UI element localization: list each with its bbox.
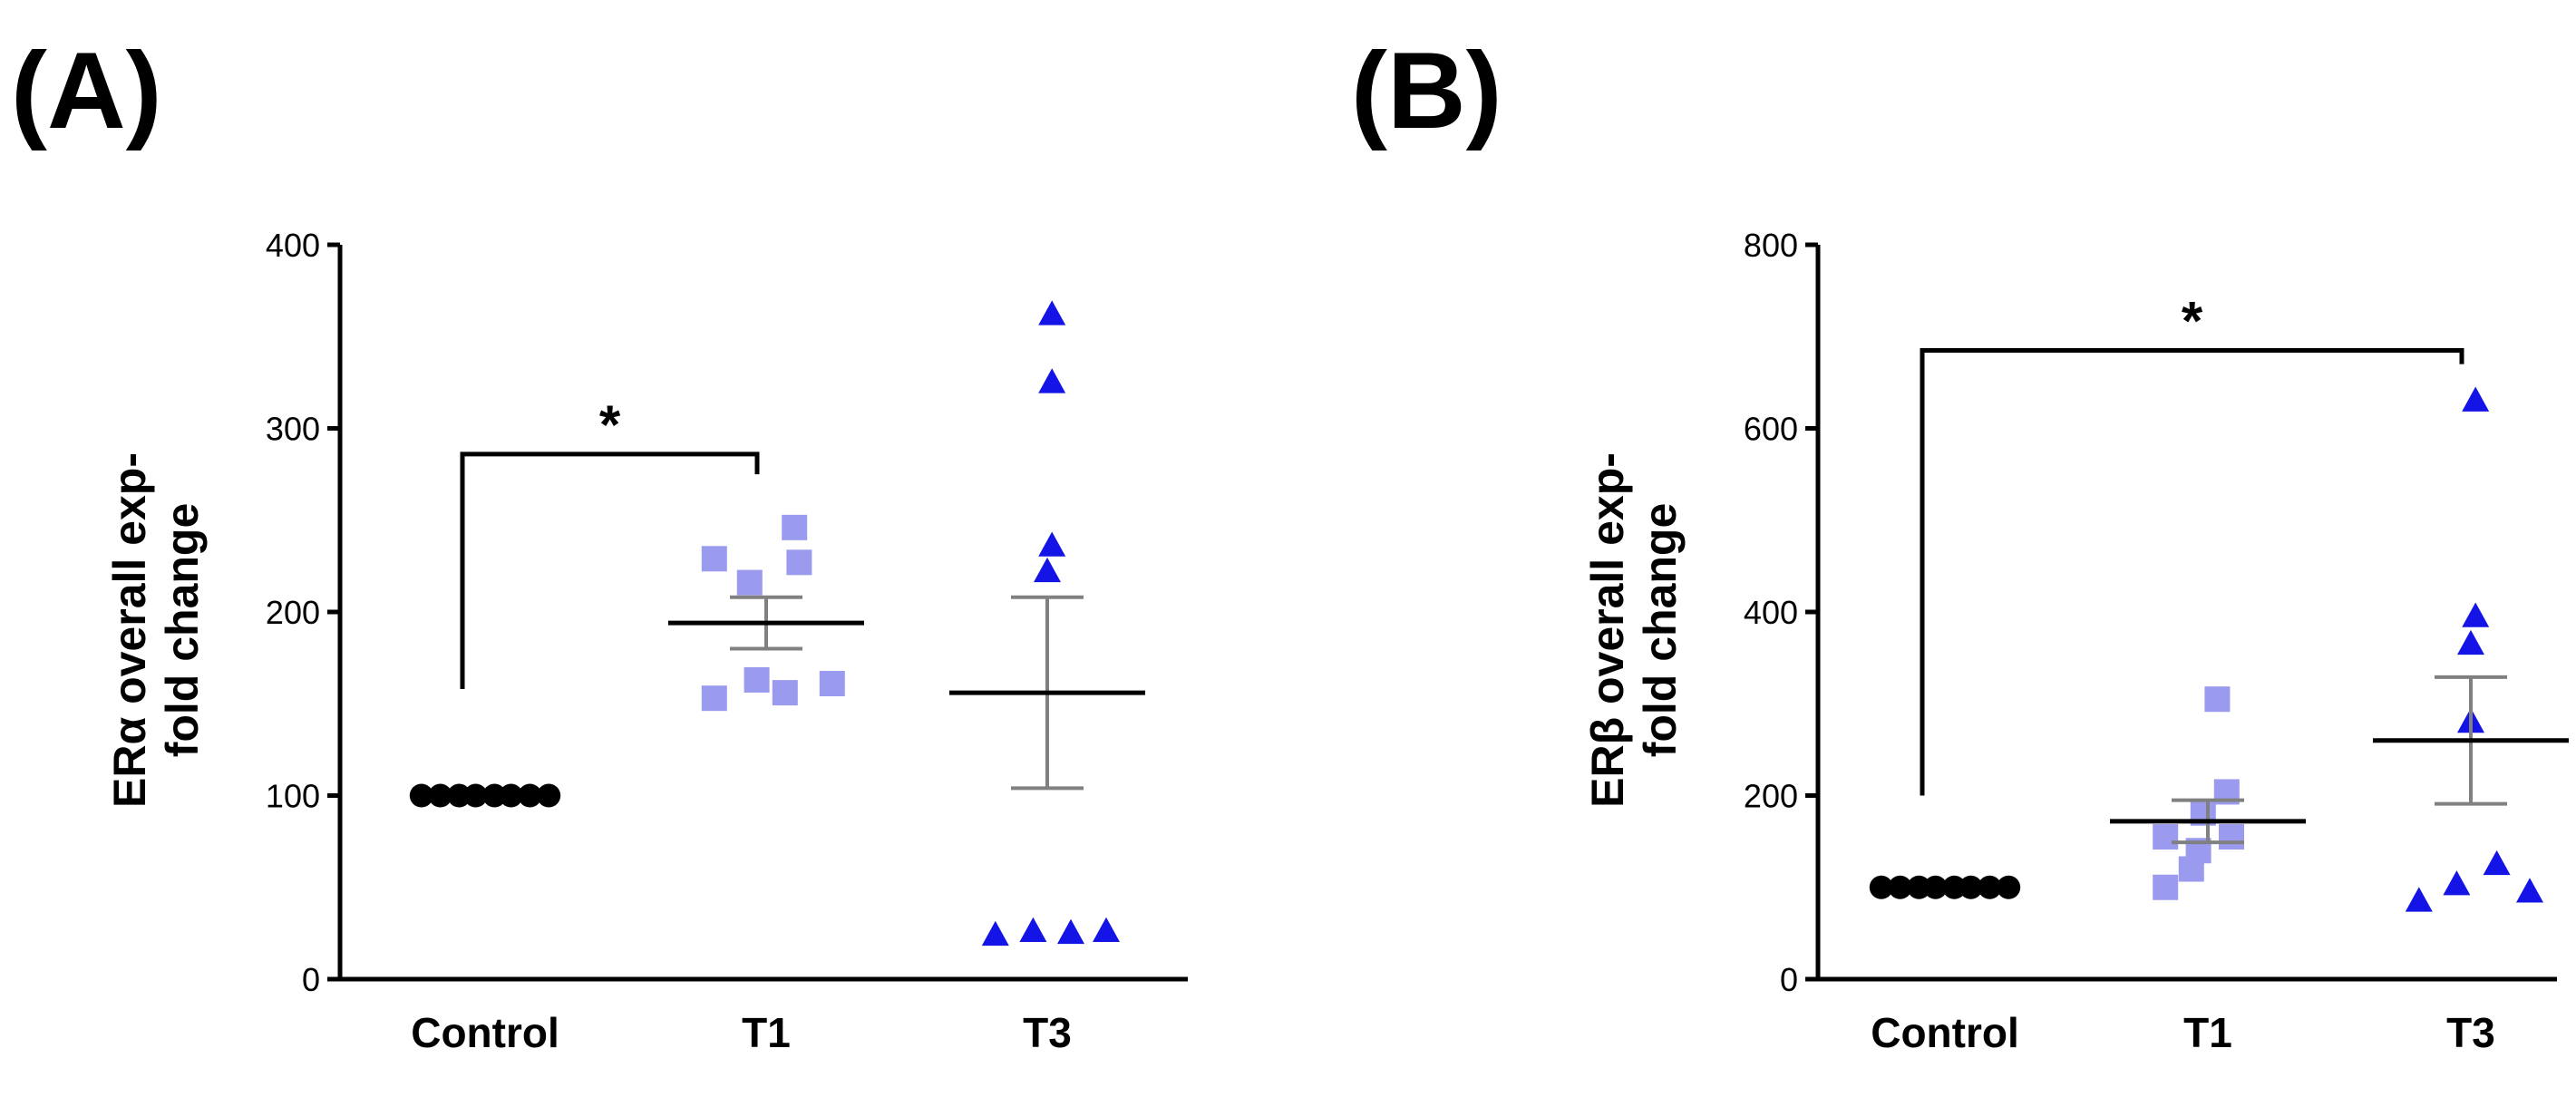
data-point-control [482, 783, 507, 808]
data-point-t1 [819, 670, 845, 696]
significance-bracket [460, 451, 760, 690]
significance-label: * [2182, 290, 2203, 351]
y-axis-title: fold change [157, 503, 208, 758]
significance-label: * [599, 394, 621, 455]
data-point-t3 [1019, 917, 1047, 943]
data-point-t3 [1038, 368, 1066, 393]
data-point-t3 [1093, 917, 1120, 943]
data-point-t1 [701, 685, 727, 712]
data-point-t1 [786, 549, 812, 576]
data-point-t1 [782, 514, 808, 540]
data-point-t3 [981, 920, 1009, 947]
data-point-control [1888, 875, 1912, 899]
data-point-control [537, 783, 561, 808]
y-tick-label: 400 [1744, 594, 1798, 631]
panel-a-label: (A) [11, 30, 162, 151]
panel-a: (A) 0 100 200 300 400 Control T1 T3 ERα overall … [0, 0, 1288, 1092]
y-tick-label: 200 [1744, 778, 1798, 815]
data-point-control [1997, 875, 2021, 899]
y-tick-label: 400 [266, 227, 320, 264]
data-point-control [1942, 875, 1967, 899]
data-point-t3 [2483, 849, 2511, 876]
data-point-control [463, 783, 488, 808]
data-point-control [1959, 875, 1983, 899]
data-point-t1 [744, 666, 770, 693]
data-point-t1 [736, 569, 763, 596]
data-point-t3 [1038, 531, 1066, 557]
x-category-label: T3 [1023, 1009, 1072, 1056]
y-tick-label: 800 [1744, 227, 1798, 264]
data-point-t1 [772, 680, 798, 706]
x-category-label: T1 [742, 1009, 791, 1056]
data-point-t3 [2516, 878, 2543, 903]
chart-b: 0 200 400 600 800 Control T1 T3 ERβ overall exp-… [1582, 227, 2569, 1056]
data-point-control [1978, 875, 2002, 899]
data-point-t3 [2405, 887, 2433, 912]
data-point-control [1907, 875, 1931, 899]
y-tick-label: 300 [266, 411, 320, 448]
y-tick-label: 0 [1780, 961, 1798, 998]
significance-bracket [1920, 347, 2464, 796]
y-axis-title: ERα overall exp- [104, 452, 155, 808]
data-point-t1 [701, 546, 727, 572]
x-category-label: Control [1871, 1009, 2019, 1056]
panel-b: (B) 0 200 400 600 800 Control T1 T3 ERβ overall … [1288, 0, 2576, 1092]
data-point-t3 [1034, 557, 1061, 583]
data-point-control [409, 783, 433, 808]
data-point-t3 [2462, 386, 2490, 412]
x-category-label: T3 [2446, 1009, 2495, 1056]
data-point-control [447, 783, 471, 808]
data-point-t1 [2204, 686, 2231, 713]
data-point-t1 [2219, 824, 2244, 850]
x-category-label: T1 [2183, 1009, 2232, 1056]
data-point-control [1869, 875, 1893, 899]
data-point-t1 [2153, 874, 2179, 900]
data-point-t3 [1057, 918, 1084, 945]
data-point-control [499, 783, 523, 808]
y-axis-title: ERβ overall exp- [1582, 452, 1633, 808]
y-tick-label: 600 [1744, 411, 1798, 448]
data-point-control [1923, 875, 1948, 899]
data-point-t1 [2153, 824, 2179, 850]
x-category-label: Control [411, 1009, 559, 1056]
chart-a: 0 100 200 300 400 Control T1 T3 ERα overall exp-… [104, 227, 1188, 1056]
y-tick-label: 100 [266, 778, 320, 815]
data-point-t1 [2178, 856, 2204, 882]
panel-b-label: (B) [1351, 30, 1502, 151]
data-point-t3 [2462, 602, 2490, 627]
data-point-control [428, 783, 452, 808]
y-axis-title: fold change [1635, 503, 1686, 758]
y-tick-label: 0 [302, 961, 320, 998]
data-point-t3 [2457, 629, 2484, 655]
data-point-control [518, 783, 542, 808]
data-point-t3 [1038, 300, 1066, 325]
y-tick-label: 200 [266, 594, 320, 631]
data-point-t3 [2443, 870, 2471, 896]
